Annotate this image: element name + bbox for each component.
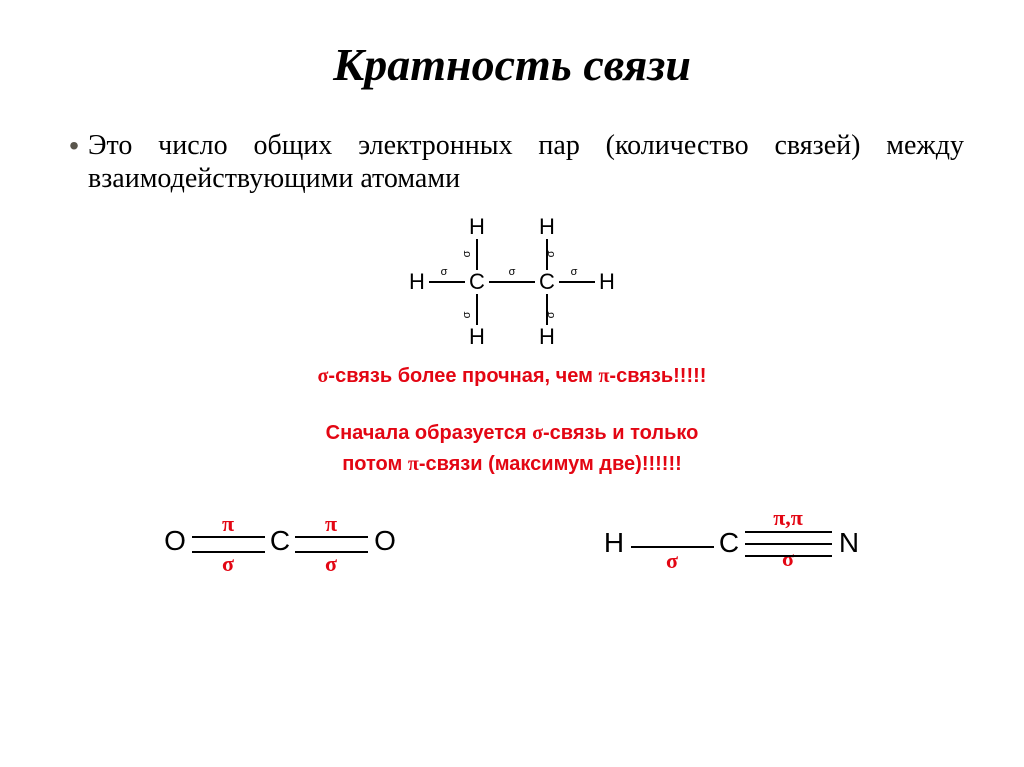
bullet-icon: •	[60, 129, 88, 163]
svg-text:Н: Н	[469, 214, 485, 239]
definition-text: Это число общих электронных пар (количес…	[88, 129, 964, 195]
red-line-2: Сначала образуется σ-связь и только	[60, 422, 964, 445]
svg-text:Н: Н	[539, 214, 555, 239]
svg-text:Н: Н	[539, 324, 555, 349]
hcn-diagram: σ π,π σ H C N	[589, 492, 874, 582]
red-line-1: σ-связь более прочная, чем π-связь!!!!!	[60, 365, 964, 388]
svg-text:σ: σ	[222, 551, 234, 576]
svg-text:σ: σ	[461, 250, 473, 257]
svg-text:Н: Н	[599, 269, 615, 294]
svg-text:Н: Н	[469, 324, 485, 349]
svg-text:С: С	[469, 269, 485, 294]
svg-text:σ: σ	[325, 551, 337, 576]
svg-text:σ: σ	[571, 266, 578, 278]
sigma-symbol: σ	[532, 422, 543, 444]
red-line-3: потом π-связи (максимум две)!!!!!!	[60, 453, 964, 476]
svg-text:Н: Н	[409, 269, 425, 294]
svg-text:σ: σ	[782, 546, 794, 571]
slide-title: Кратность связи	[60, 38, 964, 91]
svg-text:σ: σ	[461, 311, 473, 318]
svg-text:π: π	[222, 511, 234, 536]
ethane-diagram: σ σ σ σ σ σ σ С С Н Н Н Н Н Н	[377, 207, 647, 357]
svg-text:π,π: π,π	[773, 505, 803, 530]
svg-text:σ: σ	[441, 266, 448, 278]
svg-text:σ: σ	[509, 266, 516, 278]
svg-text:С: С	[270, 525, 290, 556]
pi-symbol: π	[408, 453, 419, 475]
text-fragment: Сначала образуется	[326, 422, 532, 444]
text-fragment: -связь более прочная, чем	[328, 365, 598, 387]
definition-row: • Это число общих электронных пар (колич…	[60, 129, 964, 195]
svg-text:C: C	[719, 527, 739, 558]
text-fragment: -связь!!!!!	[609, 365, 706, 387]
red-statements: σ-связь более прочная, чем π-связь!!!!! …	[60, 365, 964, 476]
slide: Кратность связи • Это число общих электр…	[0, 0, 1024, 767]
text-fragment: потом	[342, 453, 408, 475]
pi-symbol: π	[598, 365, 609, 387]
bottom-diagrams-row: πσπσOСO σπ,πσHCN	[60, 492, 964, 582]
svg-text:σ: σ	[545, 250, 557, 257]
co2-diagram: πσπσOСO	[150, 495, 410, 580]
svg-text:С: С	[539, 269, 555, 294]
svg-text:O: O	[164, 525, 186, 556]
svg-text:σ: σ	[666, 548, 678, 573]
svg-text:N: N	[839, 527, 859, 558]
svg-text:π: π	[325, 511, 337, 536]
sigma-symbol: σ	[318, 365, 329, 387]
svg-text:σ: σ	[545, 311, 557, 318]
text-fragment: -связи (максимум две)!!!!!!	[419, 453, 682, 475]
text-fragment: -связь и только	[543, 422, 698, 444]
svg-text:O: O	[374, 525, 396, 556]
svg-text:H: H	[604, 527, 624, 558]
